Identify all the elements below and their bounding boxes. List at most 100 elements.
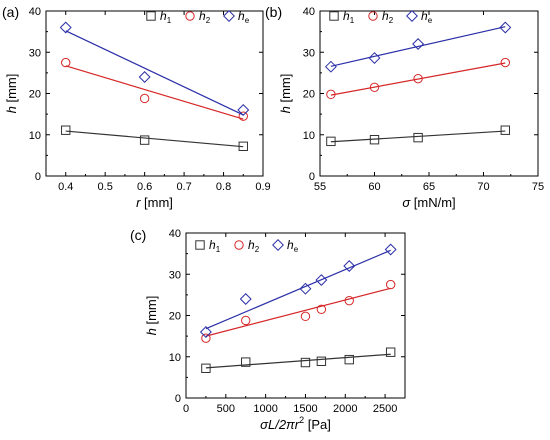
data-point: [138, 71, 151, 83]
legend-symbol: h: [248, 238, 255, 252]
data-point: [412, 38, 425, 50]
x-tick-label: 0: [183, 403, 189, 415]
series-h1: [201, 347, 396, 374]
y-tick-label: 40: [303, 6, 315, 18]
legend: h1 h2 he: [329, 9, 433, 25]
legend-label: h1: [209, 238, 221, 254]
fit-line: [205, 353, 391, 369]
y-tick-label: 0: [35, 171, 41, 183]
y-tick-label: 30: [169, 269, 181, 281]
y-tick-label: 10: [303, 130, 315, 142]
y-tick-label: 20: [29, 89, 41, 101]
legend-marker: [195, 240, 205, 250]
y-tick-label: 20: [303, 89, 315, 101]
legend-symbol: h: [382, 9, 389, 23]
y-axis-label: h [mm]: [278, 74, 293, 114]
legend-subscript: 2: [389, 16, 394, 25]
series-he: [324, 21, 512, 73]
legend: h1 h2 he: [146, 9, 250, 25]
y-tick-label: 30: [303, 47, 315, 59]
x-axis-unit: [mN/m]: [410, 195, 456, 210]
y-axis-unit: [mm]: [4, 74, 19, 107]
data-point: [326, 89, 336, 100]
data-point: [500, 57, 510, 68]
data-point: [326, 136, 336, 147]
legend-symbol: h: [238, 9, 245, 23]
data-point: [61, 125, 71, 135]
y-axis-symbol: h: [4, 106, 19, 113]
x-axis-unit: [mm]: [140, 195, 173, 210]
x-tick-label: 0.8: [216, 181, 231, 193]
data-point: [61, 57, 71, 68]
legend-marker: [223, 10, 235, 22]
series-h1: [326, 125, 511, 147]
data-point: [300, 311, 311, 322]
data-point: [239, 293, 252, 305]
fit-line: [330, 26, 506, 67]
x-tick-label: 75: [532, 181, 544, 193]
legend-marker: [146, 11, 156, 21]
series-h1: [61, 125, 248, 152]
legend-subscript: 1: [216, 245, 221, 254]
legend-marker: [368, 11, 378, 21]
legend-symbol: h: [343, 9, 350, 23]
data-point: [499, 21, 512, 34]
y-tick-label: 20: [169, 311, 181, 323]
legend-marker: [185, 11, 195, 21]
x-axis-label: σ [mN/m]: [402, 195, 455, 210]
fit-line: [205, 249, 391, 330]
panel-label: (c): [130, 227, 146, 243]
y-axis-label: h [mm]: [144, 296, 159, 336]
y-axis-unit: [mm]: [278, 74, 293, 107]
data-point: [238, 141, 248, 152]
data-point: [324, 60, 337, 73]
plot-frame: [45, 10, 264, 177]
data-point: [384, 243, 397, 256]
x-tick-label: 55: [314, 181, 326, 193]
x-axis-superscript: 2: [299, 415, 304, 425]
data-point: [238, 111, 248, 121]
x-tick-label: 60: [368, 181, 380, 193]
legend-subscript: e: [428, 16, 433, 25]
x-tick-label: 0.6: [137, 181, 152, 193]
legend-subscript: e: [245, 16, 250, 25]
data-point: [385, 279, 396, 290]
x-tick-label: 65: [423, 181, 435, 193]
legend-label: h2: [248, 238, 260, 254]
x-tick-label: 2500: [373, 403, 397, 415]
data-point: [201, 333, 211, 343]
x-tick-label: 0.5: [98, 181, 113, 193]
data-point: [385, 347, 396, 357]
data-point: [315, 274, 328, 286]
data-point: [237, 104, 250, 116]
y-tick-label: 40: [169, 228, 181, 240]
legend-subscript: 1: [350, 16, 355, 25]
fit-line: [65, 130, 244, 148]
legend: h1 h2 h e: [195, 238, 299, 254]
legend-subscript: e: [294, 245, 299, 254]
data-point: [59, 21, 72, 34]
data-point: [369, 82, 380, 93]
data-point: [413, 132, 423, 143]
legend-label: he: [421, 9, 433, 25]
data-point: [316, 304, 327, 315]
x-axis-symbol: σL/2πr: [260, 417, 300, 432]
legend-symbol: h: [160, 9, 167, 23]
legend-marker: [234, 240, 244, 250]
legend-marker: [406, 10, 418, 22]
x-tick-label: 2000: [333, 403, 357, 415]
y-tick-label: 0: [309, 171, 315, 183]
legend-subscript: 1: [167, 16, 172, 25]
legend-symbol: h: [199, 9, 206, 23]
x-axis-label: r [mm]: [136, 195, 173, 210]
x-tick-label: 500: [217, 403, 235, 415]
x-tick-label: 70: [477, 181, 489, 193]
x-axis-label: σL/2πr2 [Pa]: [260, 415, 331, 432]
y-tick-label: 30: [29, 47, 41, 59]
y-axis-unit: [mm]: [144, 296, 159, 329]
legend-subscript: 2: [255, 245, 260, 254]
legend-marker: [272, 239, 284, 251]
x-tick-label: 0.4: [58, 181, 73, 193]
data-point: [201, 363, 211, 374]
